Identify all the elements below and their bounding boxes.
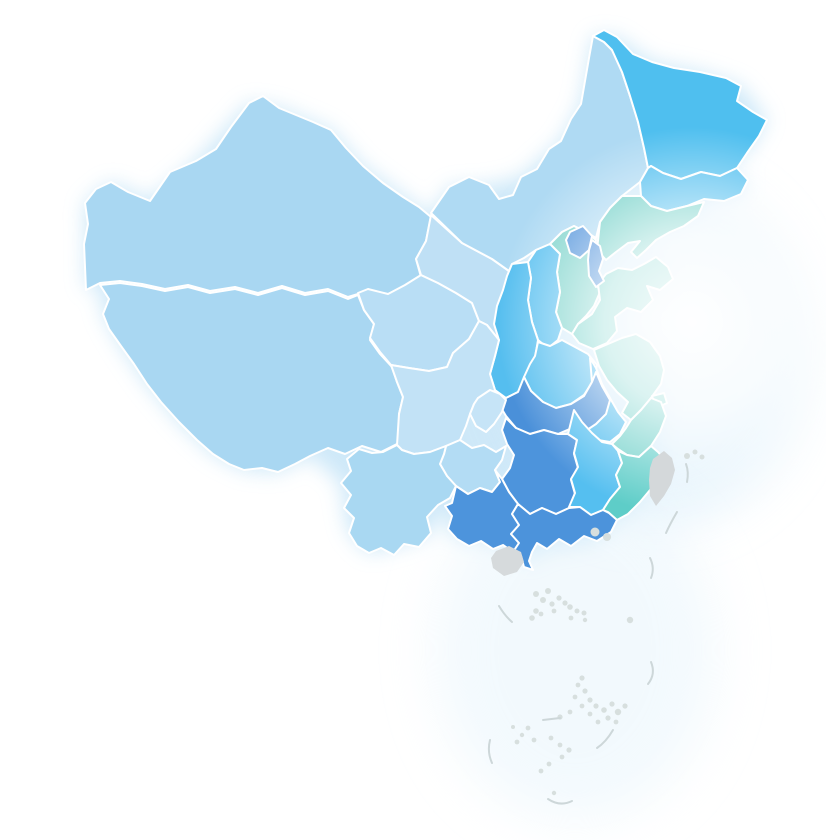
island-dot xyxy=(514,739,520,745)
region-xinjiang[interactable] xyxy=(83,95,432,298)
region-taiwan[interactable] xyxy=(649,451,675,506)
island-dot xyxy=(531,737,537,743)
island-dot xyxy=(622,703,628,709)
island-dot xyxy=(593,703,599,709)
island-dot xyxy=(692,449,698,455)
island-dot xyxy=(540,597,546,603)
island-dot xyxy=(566,747,572,753)
island-dot xyxy=(575,682,581,688)
island-dot xyxy=(529,615,535,621)
island-dot xyxy=(605,715,611,721)
island-dot xyxy=(595,719,601,725)
island-dot xyxy=(567,604,573,610)
dash-arc xyxy=(498,605,513,623)
island-dot xyxy=(533,608,539,614)
island-dot xyxy=(609,701,615,707)
island-dot xyxy=(587,697,593,703)
island-dot xyxy=(579,703,585,709)
island-dot xyxy=(519,732,525,738)
islands-layer xyxy=(487,449,705,805)
island-dot xyxy=(582,688,588,694)
island-dot xyxy=(626,616,634,624)
island-dot xyxy=(581,610,587,616)
island-dot xyxy=(546,761,552,767)
island-dot xyxy=(699,454,705,460)
dash-line-arcs xyxy=(487,463,689,805)
dash-arc xyxy=(596,729,614,749)
island-dot xyxy=(525,725,531,731)
island-dot xyxy=(551,790,557,796)
island-dot xyxy=(538,611,544,617)
island-dot xyxy=(511,725,515,729)
island-dot xyxy=(613,719,619,725)
island-dot xyxy=(559,754,565,760)
island-dot xyxy=(582,617,588,623)
island-dot xyxy=(562,600,568,606)
island-dot xyxy=(579,675,585,681)
island-dot xyxy=(684,453,690,459)
island-dot xyxy=(601,707,607,713)
region-tibet[interactable] xyxy=(99,282,407,473)
island-dot xyxy=(590,527,600,537)
island-dot xyxy=(574,608,580,614)
island-dot xyxy=(533,591,539,597)
coastal-white-wash xyxy=(497,127,826,517)
island-dot xyxy=(587,711,593,717)
region-chongqing[interactable] xyxy=(469,389,507,433)
island-dot xyxy=(538,768,544,774)
island-dot xyxy=(572,694,578,700)
merged-islet-line xyxy=(542,717,561,721)
dash-arc xyxy=(665,511,678,534)
island-dot xyxy=(548,735,554,741)
island-dot xyxy=(556,595,562,601)
dash-arc xyxy=(685,463,689,483)
region-yunnan[interactable] xyxy=(340,444,457,556)
island-dot xyxy=(549,601,555,607)
dash-arc xyxy=(487,739,493,764)
island-dot xyxy=(557,742,563,748)
island-dot xyxy=(545,588,551,594)
dash-arc xyxy=(649,557,654,579)
island-dot xyxy=(568,615,574,621)
region-hainan[interactable] xyxy=(491,546,524,576)
island-dot xyxy=(603,533,611,541)
dash-arc xyxy=(547,798,573,805)
dash-arc xyxy=(647,661,654,685)
island-dot xyxy=(614,708,622,716)
region-guangdong[interactable] xyxy=(510,503,618,571)
island-dot xyxy=(551,608,557,614)
island-dot xyxy=(567,709,573,715)
